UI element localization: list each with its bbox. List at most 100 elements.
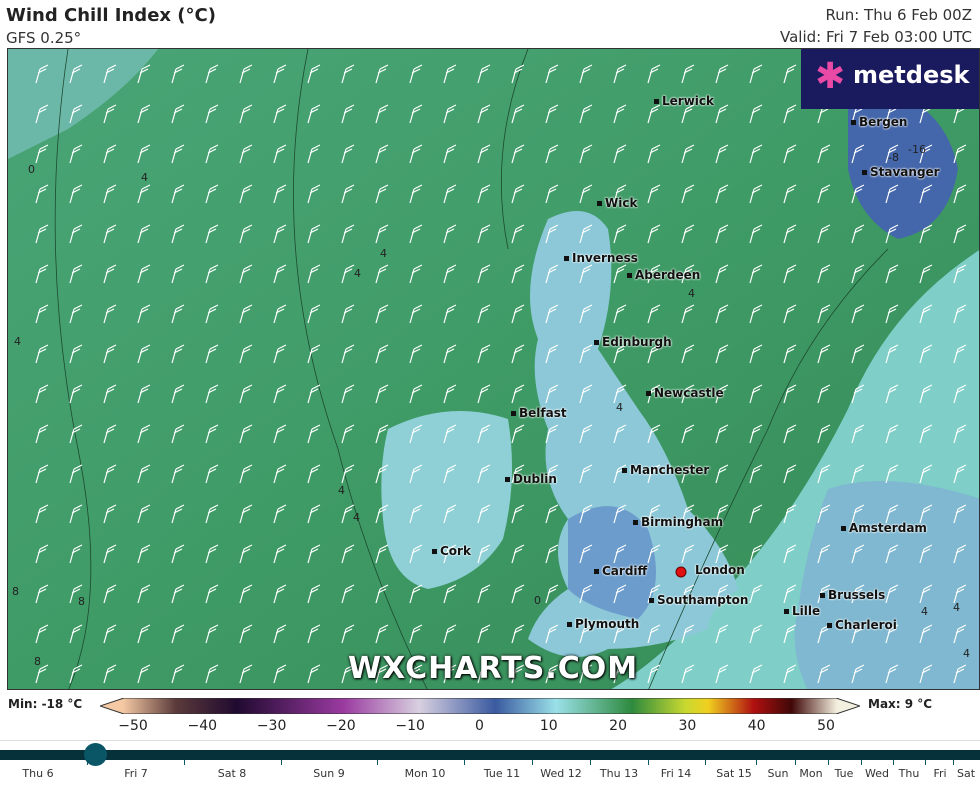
wind-barb <box>409 624 423 644</box>
cold-region-nw <box>8 49 158 159</box>
wind-barb <box>783 64 797 84</box>
weather-map[interactable]: ✱ metdesk Lerwick Bergen Stavanger Wick Inver… <box>7 48 980 690</box>
wind-barb <box>749 504 763 524</box>
timeline-slider[interactable] <box>0 750 980 760</box>
wind-barb <box>749 224 763 244</box>
wind-barb <box>851 344 865 364</box>
timeline-day[interactable]: Thu 6 <box>22 767 54 780</box>
wind-barb <box>953 344 967 364</box>
timeline-tick <box>827 760 829 765</box>
wind-barb <box>647 224 661 244</box>
wind-barb <box>409 504 423 524</box>
wind-barb <box>647 264 661 284</box>
wind-barb <box>443 624 457 644</box>
wind-barb <box>477 544 491 564</box>
wind-barb <box>579 664 593 684</box>
wind-barb <box>681 504 695 524</box>
wind-barb <box>545 344 559 364</box>
city-dot-icon <box>646 391 651 396</box>
timeline-day[interactable]: Wed <box>865 767 889 780</box>
city-dot-icon <box>511 411 516 416</box>
timeline-day[interactable]: Fri 14 <box>660 767 692 780</box>
wind-barb <box>715 544 729 564</box>
wind-barb <box>35 264 49 284</box>
wind-barb <box>409 104 423 124</box>
wind-barb <box>103 424 117 444</box>
wind-barb <box>477 424 491 444</box>
wind-barb <box>885 224 899 244</box>
wind-barb <box>613 144 627 164</box>
timeline-day[interactable]: Fri <box>933 767 947 780</box>
timeline-day[interactable]: Thu 13 <box>599 767 639 780</box>
wind-barb <box>375 184 389 204</box>
contour-label: 4 <box>14 335 21 348</box>
wind-barb <box>613 64 627 84</box>
wind-barb <box>35 224 49 244</box>
city-label: Amsterdam <box>841 521 927 535</box>
wind-barb <box>953 544 967 564</box>
wind-barb <box>273 144 287 164</box>
wind-barb <box>103 504 117 524</box>
timeline-day[interactable]: Thu <box>898 767 920 780</box>
wind-barb <box>715 184 729 204</box>
wind-barb <box>103 664 117 684</box>
wind-barb <box>171 144 185 164</box>
wind-barb <box>919 344 933 364</box>
wind-barb <box>137 464 151 484</box>
wind-barb <box>511 664 525 684</box>
wind-barb <box>953 264 967 284</box>
contour-label: 0 <box>28 163 35 176</box>
wind-barb <box>783 304 797 324</box>
wind-barb <box>307 264 321 284</box>
wind-barb <box>239 144 253 164</box>
timeline-day[interactable]: Sun 9 <box>313 767 345 780</box>
wind-barb <box>69 64 83 84</box>
timeline-day[interactable]: Mon 10 <box>404 767 446 780</box>
continent <box>794 481 979 689</box>
colorbar-tick: 50 <box>817 718 835 734</box>
wind-barb <box>273 264 287 284</box>
timeline-day[interactable]: Sat 8 <box>217 767 247 780</box>
wind-barb <box>953 504 967 524</box>
wind-barb <box>579 104 593 124</box>
timeline-thumb[interactable] <box>84 743 107 766</box>
timeline-day[interactable]: Sun <box>767 767 789 780</box>
timeline-day[interactable]: Tue 11 <box>483 767 521 780</box>
wind-barb <box>681 184 695 204</box>
wind-barb <box>35 544 49 564</box>
metdesk-star-icon: ✱ <box>815 56 846 97</box>
wind-barb <box>511 64 525 84</box>
wind-barb <box>205 264 219 284</box>
city-dot-icon <box>784 609 789 614</box>
timeline-tick <box>705 760 706 765</box>
timeline-day[interactable]: Wed 12 <box>540 767 582 780</box>
timeline-day[interactable]: Fri 7 <box>124 767 148 780</box>
timeline-day[interactable]: Sat <box>956 767 976 780</box>
timeline-day[interactable]: Mon <box>799 767 823 780</box>
wind-barb <box>137 144 151 164</box>
ireland <box>381 411 512 589</box>
wind-barb <box>137 344 151 364</box>
wind-barb <box>613 104 627 124</box>
timeline-day[interactable]: Sat 15 <box>716 767 752 780</box>
wind-barb <box>715 384 729 404</box>
wind-barb <box>409 64 423 84</box>
wind-barb <box>749 104 763 124</box>
wind-barb <box>511 624 525 644</box>
wind-barb <box>69 104 83 124</box>
wind-barb <box>545 144 559 164</box>
wind-barb <box>443 184 457 204</box>
wind-barb <box>579 544 593 564</box>
wind-barb <box>273 224 287 244</box>
timeline-day[interactable]: Tue <box>834 767 854 780</box>
wind-barb <box>885 584 899 604</box>
wind-barb <box>851 584 865 604</box>
wind-barb <box>69 144 83 164</box>
timeline-tick <box>860 760 862 765</box>
wind-barb <box>103 144 117 164</box>
wind-barb <box>579 264 593 284</box>
wind-barb <box>409 144 423 164</box>
wind-barb <box>749 464 763 484</box>
contour-label: 4 <box>616 401 623 414</box>
contour-label: 0 <box>534 594 541 607</box>
